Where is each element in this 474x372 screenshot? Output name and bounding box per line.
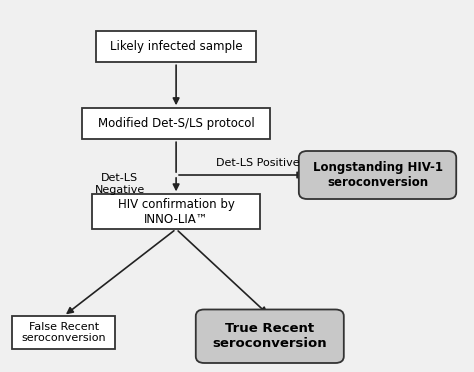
FancyBboxPatch shape [299, 151, 456, 199]
Text: Det-LS
Negative: Det-LS Negative [95, 173, 145, 195]
Text: True Recent
seroconversion: True Recent seroconversion [212, 322, 327, 350]
FancyBboxPatch shape [12, 316, 115, 349]
FancyBboxPatch shape [196, 310, 344, 363]
Text: Likely infected sample: Likely infected sample [110, 40, 242, 53]
FancyBboxPatch shape [92, 194, 260, 229]
Text: Longstanding HIV-1
seroconversion: Longstanding HIV-1 seroconversion [312, 161, 443, 189]
Text: Modified Det-S/LS protocol: Modified Det-S/LS protocol [98, 117, 255, 130]
FancyBboxPatch shape [82, 108, 270, 139]
Text: False Recent
seroconversion: False Recent seroconversion [21, 322, 106, 343]
Text: Det-LS Positive: Det-LS Positive [216, 158, 300, 169]
FancyBboxPatch shape [97, 31, 256, 62]
Text: HIV confirmation by
INNO-LIA™: HIV confirmation by INNO-LIA™ [118, 198, 235, 226]
